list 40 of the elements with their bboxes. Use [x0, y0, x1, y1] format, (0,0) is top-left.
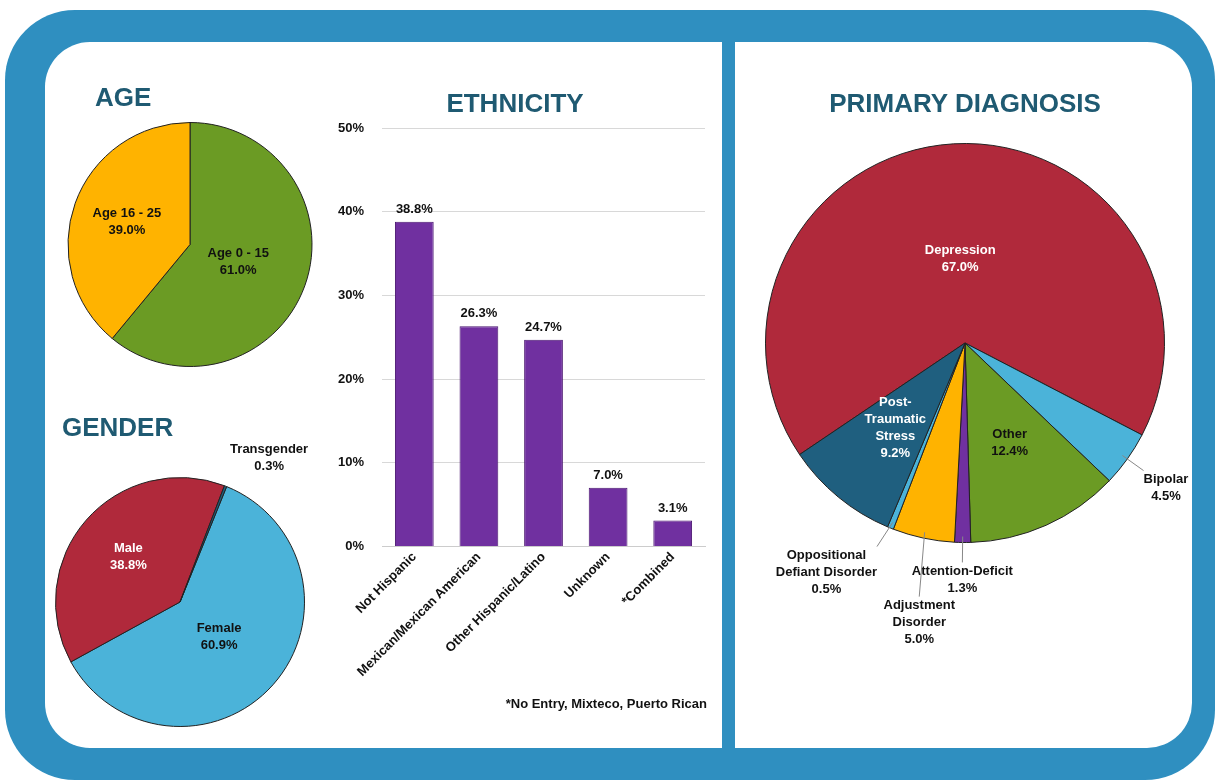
slice-label: Female: [196, 619, 242, 635]
slice-label: Post-Traumatic Stress: [864, 393, 927, 443]
y-tick-label: 40%: [337, 203, 365, 219]
data-label: 1.3%: [947, 579, 978, 595]
data-label: 3.1%: [657, 499, 688, 515]
data-label: 9.2%: [880, 444, 911, 460]
data-label: 61.0%: [219, 261, 258, 277]
y-tick-label: 50%: [337, 119, 365, 135]
slice-label: Bipolar: [1143, 470, 1189, 486]
slice-label: Oppositional Defiant Disorder: [775, 546, 877, 579]
slice-label: Attention-Deficit: [911, 562, 1014, 578]
data-label: 24.7%: [525, 318, 563, 334]
y-tick-label: 20%: [337, 370, 365, 386]
chart-title: GENDER: [62, 412, 174, 443]
data-label: 7.0%: [593, 466, 624, 482]
data-label: 12.4%: [991, 443, 1029, 459]
data-label: 0.3%: [254, 457, 285, 473]
y-tick-label: 0%: [345, 537, 365, 553]
data-label: 39.0%: [108, 221, 146, 237]
data-label: 60.9%: [200, 636, 238, 652]
slice-label: Transgender: [230, 440, 309, 456]
data-label: 5.0%: [904, 630, 935, 646]
data-label: 38.8%: [109, 557, 148, 573]
y-tick-label: 30%: [337, 286, 365, 302]
chart-title: PRIMARY DIAGNOSIS: [828, 88, 1102, 119]
data-label: 4.5%: [1151, 487, 1182, 503]
text: *No Entry, Mixteco, Puerto Rican: [505, 696, 707, 711]
slice-label: Other: [992, 426, 1027, 442]
y-tick-label: 10%: [337, 454, 365, 470]
slice-label: Adjustment Disorder: [883, 596, 956, 629]
data-label: 0.5%: [811, 580, 842, 596]
slice-label: Age 16 - 25: [92, 204, 162, 220]
slice-label: Male: [113, 540, 143, 556]
data-label: 67.0%: [941, 259, 980, 275]
data-label: 38.8%: [395, 200, 434, 216]
chart-title: ETHNICITY: [445, 88, 585, 119]
slice-label: Age 0 - 15: [207, 244, 269, 260]
slice-label: Depression: [924, 242, 996, 258]
chart-title: AGE: [95, 82, 152, 113]
data-label: 26.3%: [460, 305, 498, 321]
